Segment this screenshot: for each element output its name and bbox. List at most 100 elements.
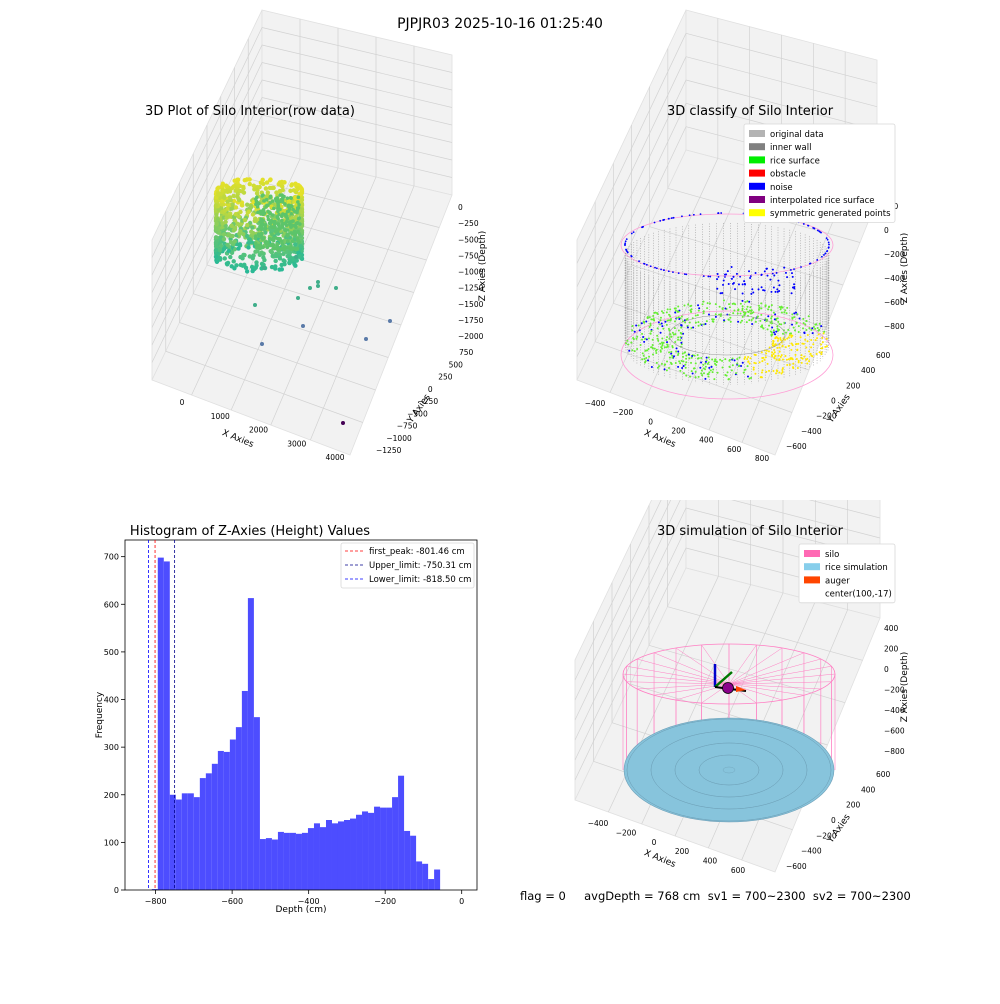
histogram-bar <box>223 751 230 890</box>
surface-point <box>783 321 786 324</box>
surface-point <box>648 316 651 319</box>
surface-point <box>775 358 778 361</box>
noise-point <box>760 273 763 276</box>
noise-point <box>709 275 712 278</box>
raw-point <box>286 239 290 243</box>
raw-point <box>271 236 275 241</box>
noise-point <box>732 281 735 284</box>
raw-point <box>226 248 231 254</box>
surface-point <box>706 363 709 366</box>
legend-label: obstacle <box>770 170 806 180</box>
raw-point <box>254 202 258 207</box>
noise-point <box>827 241 830 244</box>
noise-point <box>775 272 778 274</box>
legend-label: first_peak: -801.46 cm <box>369 547 465 557</box>
raw-point <box>232 246 237 252</box>
surface-point <box>697 375 700 378</box>
noise-point <box>808 262 811 265</box>
surface-point <box>680 326 683 329</box>
grid-line <box>574 507 687 741</box>
surface-point <box>705 356 708 359</box>
x-tick-label: 200 <box>675 847 690 856</box>
surface-point <box>708 371 711 374</box>
surface-point <box>760 307 763 310</box>
raw-outlier-point <box>308 286 312 290</box>
surface-point <box>694 321 697 324</box>
surface-point <box>791 317 794 320</box>
surface-point <box>779 308 782 311</box>
surface-point <box>631 349 634 352</box>
raw-point <box>279 267 285 272</box>
surface-point <box>710 365 713 368</box>
noise-point <box>820 231 822 234</box>
z-tick-label: 0 <box>884 665 889 674</box>
surface-point <box>820 347 823 350</box>
raw-point <box>259 231 264 236</box>
surface-point <box>671 346 674 349</box>
raw-point <box>214 226 219 232</box>
surface-point <box>633 330 636 333</box>
histogram-bars <box>151 557 441 890</box>
raw-point <box>270 199 275 203</box>
y-tick-label: −600 <box>786 862 807 871</box>
raw-point <box>266 214 270 219</box>
surface-point <box>793 316 796 319</box>
surface-point <box>810 346 813 349</box>
raw-point <box>297 216 302 220</box>
surface-point <box>704 360 707 363</box>
raw-point <box>299 187 305 192</box>
legend-label: original data <box>770 130 824 140</box>
x-tick-label: 0 <box>652 838 657 847</box>
surface-point <box>765 370 768 373</box>
surface-point <box>682 364 685 367</box>
surface-point <box>791 344 794 347</box>
raw-point <box>263 223 267 228</box>
noise-point <box>716 287 719 290</box>
surface-point <box>809 352 812 355</box>
surface-point <box>685 354 688 357</box>
surface-point <box>661 347 664 350</box>
x-tick-label: −600 <box>221 897 243 906</box>
surface-point <box>684 366 687 369</box>
noise-point <box>735 272 738 275</box>
noise-point <box>802 223 805 225</box>
y-tick-label: 600 <box>876 351 891 360</box>
surface-point <box>656 313 659 316</box>
y-tick-label: −400 <box>801 427 822 436</box>
surface-point <box>739 312 742 315</box>
raw-point <box>277 188 283 194</box>
raw-point <box>288 188 293 194</box>
x-tick-label: −400 <box>298 897 320 906</box>
surface-point <box>750 319 753 322</box>
surface-point <box>690 361 693 364</box>
surface-point <box>795 311 798 314</box>
surface-point <box>682 355 685 358</box>
y-tick-label: −200 <box>816 412 837 421</box>
surface-point <box>756 315 759 318</box>
surface-point <box>767 308 770 311</box>
surface-point <box>659 350 662 353</box>
noise-point <box>717 212 720 215</box>
histogram-bar <box>151 889 158 890</box>
grid-line <box>151 62 263 293</box>
raw-point <box>213 248 219 253</box>
surface-point <box>672 333 675 336</box>
surface-point <box>792 326 795 329</box>
histogram-bar <box>356 814 363 890</box>
raw-point <box>244 269 250 274</box>
surface-point <box>760 313 763 316</box>
z-tick-label: −400 <box>884 274 905 283</box>
noise-point <box>670 217 673 220</box>
raw-point <box>292 261 297 267</box>
z-tick-label: −200 <box>884 250 905 259</box>
z-tick-label: 200 <box>884 645 899 654</box>
raw-point <box>278 180 284 186</box>
noise-point <box>793 268 795 271</box>
surface-point <box>687 303 690 306</box>
surface-point <box>791 323 794 326</box>
surface-point <box>711 320 714 323</box>
surface-point <box>785 312 788 315</box>
raw-point <box>229 223 234 229</box>
grid-line <box>576 56 687 287</box>
surface-point <box>673 320 676 323</box>
